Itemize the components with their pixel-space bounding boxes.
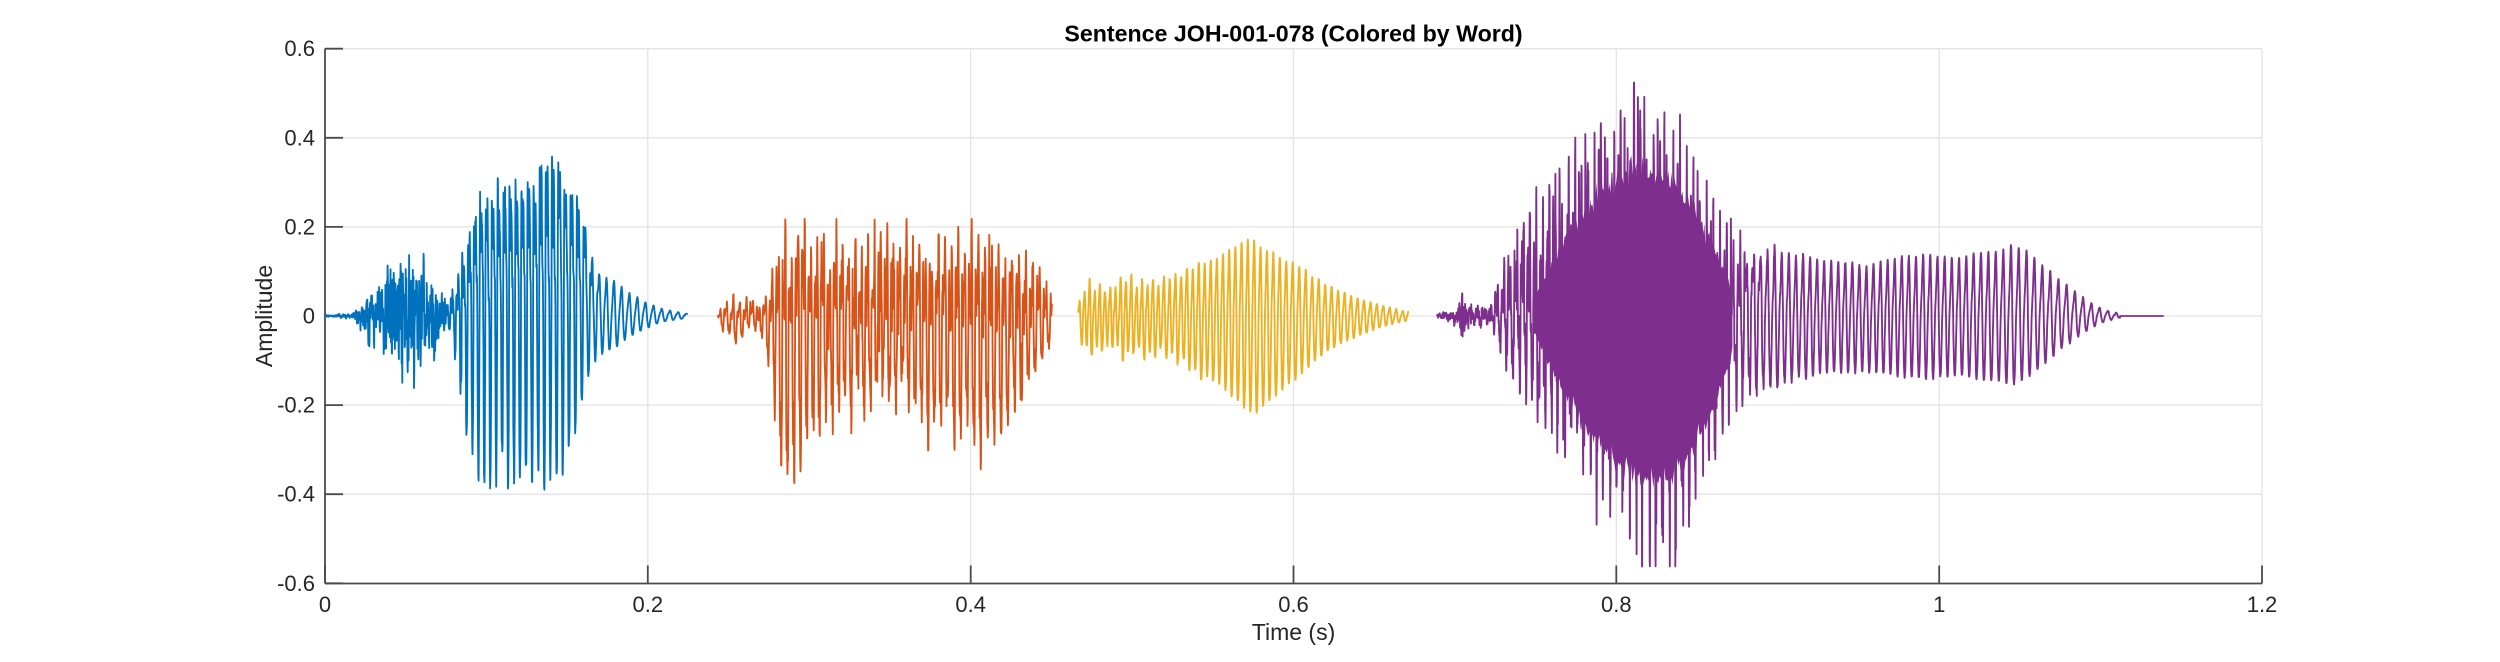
svg-text:1: 1: [1933, 592, 1945, 617]
svg-text:0.4: 0.4: [955, 592, 986, 617]
svg-text:0.4: 0.4: [284, 125, 315, 150]
svg-text:Sentence JOH-001-078 (Colored: Sentence JOH-001-078 (Colored by Word): [1064, 21, 1522, 47]
svg-text:0.2: 0.2: [284, 214, 315, 239]
svg-text:1.2: 1.2: [2247, 592, 2278, 617]
svg-text:0.6: 0.6: [284, 36, 315, 61]
svg-text:Time (s): Time (s): [1252, 619, 1335, 645]
svg-text:0: 0: [303, 304, 315, 329]
svg-text:0: 0: [319, 592, 331, 617]
svg-text:-0.2: -0.2: [277, 393, 315, 418]
svg-text:Amplitude: Amplitude: [251, 265, 277, 367]
svg-text:0.2: 0.2: [633, 592, 664, 617]
svg-text:0.6: 0.6: [1278, 592, 1309, 617]
svg-text:-0.6: -0.6: [277, 571, 315, 596]
svg-text:-0.4: -0.4: [277, 482, 315, 507]
svg-text:0.8: 0.8: [1601, 592, 1632, 617]
